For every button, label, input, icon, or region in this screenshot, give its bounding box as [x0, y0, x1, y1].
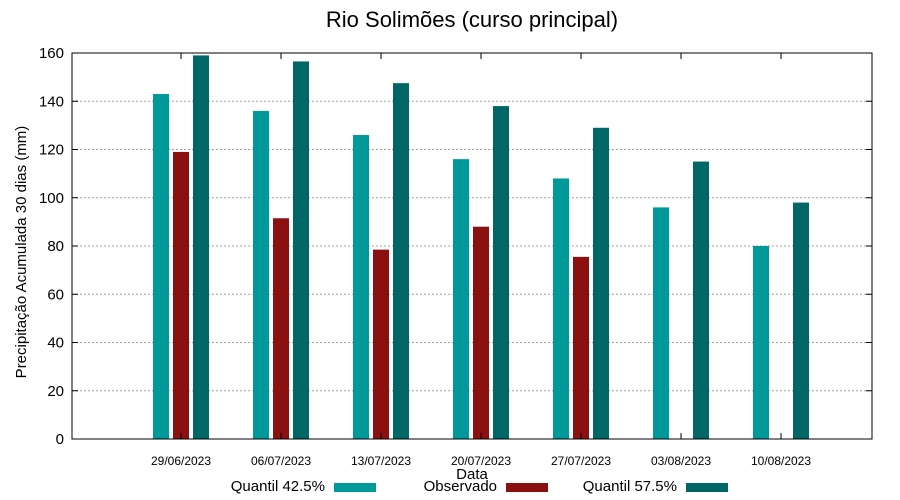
bar-quantil-42-5 — [753, 246, 769, 439]
y-tick-label: 80 — [47, 238, 64, 255]
grid — [72, 100, 872, 392]
bar-observado — [173, 151, 189, 439]
bars — [153, 55, 809, 440]
legend-label: Observado — [424, 478, 497, 495]
x-ticks: 29/06/2023 06/07/2023 13/07/2023 20/07/2023… — [151, 53, 811, 468]
bar-quantil-42-5 — [253, 110, 269, 440]
bar-observado — [573, 256, 589, 439]
x-tick-label: 29/06/2023 — [151, 454, 211, 468]
x-tick-label: 13/07/2023 — [351, 454, 411, 468]
bar-quantil-57-5 — [793, 202, 809, 439]
bar-observado — [373, 249, 389, 439]
bar-quantil-57-5 — [293, 61, 309, 439]
legend-swatch — [334, 483, 376, 492]
x-tick-label: 27/07/2023 — [551, 454, 611, 468]
y-tick-label: 0 — [56, 431, 64, 448]
bar-observado — [473, 226, 489, 439]
bar-quantil-42-5 — [553, 178, 569, 439]
y-tick-label: 100 — [39, 190, 64, 207]
bar-quantil-57-5 — [393, 83, 409, 439]
x-tick-label: 10/08/2023 — [751, 454, 811, 468]
y-tick-label: 40 — [47, 335, 64, 352]
chart-title: Rio Solimões (curso principal) — [326, 7, 618, 32]
y-tick-label: 160 — [39, 45, 64, 62]
bar-observado — [273, 218, 289, 439]
legend-swatch — [686, 483, 728, 492]
bar-quantil-57-5 — [193, 55, 209, 439]
x-tick-label: 06/07/2023 — [251, 454, 311, 468]
y-tick-label: 20 — [47, 383, 64, 400]
bar-quantil-57-5 — [593, 127, 609, 439]
y-axis-label: Precipitação Acumulada 30 dias (mm) — [13, 126, 30, 379]
x-axis-label: Data — [456, 466, 488, 483]
bar-quantil-42-5 — [653, 207, 669, 439]
bar-quantil-42-5 — [153, 94, 169, 439]
bar-quantil-57-5 — [693, 161, 709, 439]
x-tick-label: 20/07/2023 — [451, 454, 511, 468]
legend-label: Quantil 57.5% — [583, 478, 677, 495]
legend: Quantil 42.5% Observado Quantil 57.5% — [231, 478, 728, 495]
y-ticks: 0 20 40 60 80 100 120 140 160 — [39, 45, 872, 448]
y-tick-label: 120 — [39, 142, 64, 159]
y-tick-label: 60 — [47, 286, 64, 303]
legend-label: Quantil 42.5% — [231, 478, 325, 495]
bar-quantil-42-5 — [453, 159, 469, 439]
bar-quantil-42-5 — [353, 135, 369, 439]
bar-quantil-57-5 — [493, 106, 509, 439]
x-tick-label: 03/08/2023 — [651, 454, 711, 468]
legend-swatch — [506, 483, 548, 492]
y-tick-label: 140 — [39, 93, 64, 110]
